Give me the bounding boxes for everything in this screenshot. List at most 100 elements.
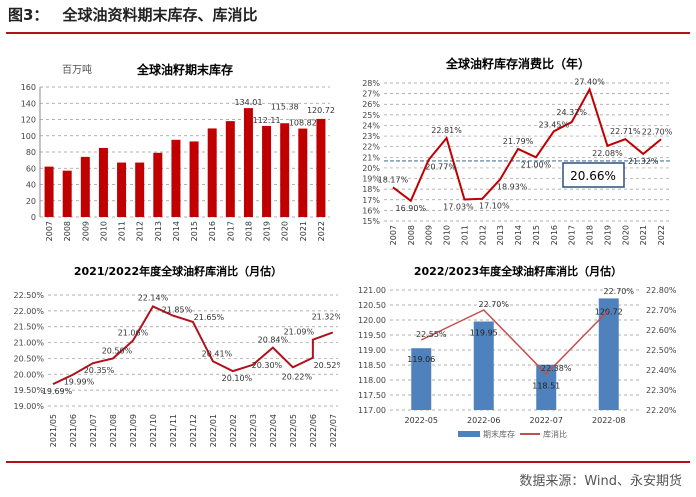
x-tick-label: 2022/04	[269, 414, 278, 447]
x-tick-label: 2018	[586, 225, 595, 245]
data-label: 22.71%	[610, 127, 641, 136]
x-tick-label: 2021/06	[69, 414, 78, 447]
x-tick-label: 2010	[99, 221, 108, 241]
series-line	[392, 86, 662, 203]
y-tick-label: 20.00%	[13, 370, 44, 379]
series-line	[420, 309, 610, 376]
chart-title: 2021/2022年度全球油籽库消比（月估）	[74, 264, 282, 278]
y2-tick-label: 22.70%	[646, 306, 677, 315]
bar	[298, 128, 308, 217]
reference-box	[562, 162, 625, 188]
data-label: 21.32%	[628, 157, 659, 166]
y-tick-label: 26%	[362, 100, 380, 109]
y-tick-label: 21%	[362, 153, 380, 162]
y2-tick-label: 22.20%	[646, 406, 677, 415]
data-label: 17.03%	[443, 202, 474, 211]
bar	[62, 170, 72, 217]
y-tick-label: 120.00	[358, 316, 386, 325]
chart-title: 2022/2023年度全球油籽库消比（月估）	[414, 264, 622, 278]
header-rule	[6, 32, 690, 34]
y-tick-label: 27%	[362, 90, 380, 99]
x-tick-label: 2012	[478, 225, 487, 245]
x-tick-label: 2020	[281, 221, 290, 241]
y-tick-label: 21.50%	[13, 323, 44, 332]
x-tick-label: 2022/06	[309, 414, 318, 447]
data-label: 20.22%	[282, 372, 313, 381]
reference-label: 20.66%	[570, 169, 616, 183]
x-tick-label: 2009	[425, 225, 434, 245]
bar	[225, 121, 235, 217]
y-tick-label: 19.50%	[13, 386, 44, 395]
data-label: 20.77%	[425, 163, 456, 172]
x-tick-label: 2016	[550, 225, 559, 245]
bar-data-label: 118.51	[532, 382, 560, 391]
y-tick-label: 23%	[362, 132, 380, 141]
data-label: 120.72	[307, 106, 335, 115]
y2-tick-label: 22.30%	[646, 386, 677, 395]
y-tick-label: 22.00%	[13, 307, 44, 316]
bar-data-label: 120.72	[595, 307, 623, 316]
bar	[153, 152, 163, 217]
chart-ratio-2223-monthly: 2022/2023年度全球油籽库消比（月估） 117.00 117.50 118.00…	[358, 264, 677, 439]
x-tick-label: 2011	[460, 225, 469, 245]
bar-data-label: 119.95	[470, 329, 498, 338]
x-tick-label: 2021/09	[129, 414, 138, 447]
y-tick-label: 20	[26, 197, 36, 206]
chart-title: 全球油籽库存消费比（年）	[445, 56, 590, 71]
x-tick-label: 2022-06	[467, 416, 500, 425]
data-label: 18.93%	[497, 182, 528, 191]
x-tick-label: 2021/12	[189, 414, 198, 447]
footer-rule	[6, 461, 690, 463]
x-tick-label: 2022	[657, 225, 666, 245]
bar	[473, 321, 494, 410]
bar	[135, 162, 145, 217]
chart-title: 全球油籽期末库存	[136, 62, 233, 77]
bar	[117, 162, 127, 217]
data-label: 115.38	[271, 102, 299, 111]
x-tick-label: 2022/01	[209, 414, 218, 447]
y-tick-label: 119.00	[358, 346, 386, 355]
data-label: 112.11	[253, 116, 281, 125]
y-tick-label: 160	[21, 83, 36, 92]
x-tick-label: 2022/07	[329, 414, 338, 447]
data-label: 18.17%	[378, 175, 409, 184]
data-label: 134.01	[234, 98, 262, 107]
data-label: 22.70%	[642, 127, 673, 136]
bar	[411, 348, 432, 410]
data-label: 21.00%	[521, 160, 552, 169]
series-line	[52, 305, 334, 386]
y-tick-label: 22%	[362, 143, 380, 152]
y-tick-label: 140	[21, 99, 36, 108]
x-tick-label: 2019	[603, 225, 612, 245]
figure-header: 图3： 全球油资料期末库存、库消比	[8, 4, 271, 25]
y-tick-label: 118.00	[358, 376, 386, 385]
y2-tick-label: 22.80%	[646, 286, 677, 295]
bar	[243, 108, 253, 217]
bar	[207, 128, 217, 217]
bar	[598, 298, 619, 410]
y-tick-label: 17%	[362, 196, 380, 205]
data-label: 24.32%	[556, 108, 587, 117]
bar	[80, 156, 90, 217]
x-tick-label: 2010	[443, 225, 452, 245]
data-label: 21.65%	[194, 313, 225, 322]
unit-label: 百万吨	[62, 63, 92, 76]
data-label: 21.79%	[503, 137, 534, 146]
bar	[98, 147, 108, 217]
y-tick-label: 25%	[362, 111, 380, 120]
legend-label: 期末库存	[483, 429, 515, 439]
x-tick-label: 2012	[136, 221, 145, 241]
y-tick-label: 60	[26, 164, 36, 173]
data-label: 19.99%	[64, 378, 95, 387]
y-tick-label: 121.00	[358, 286, 386, 295]
legend-swatch-bar	[458, 431, 480, 437]
y-tick-label: 20.50%	[13, 354, 44, 363]
x-tick-label: 2020	[621, 225, 630, 245]
chart-ratio-2122-monthly: 2021/2022年度全球油籽库消比（月估） 19.00% 19.50% 20.00%…	[13, 264, 340, 447]
x-tick-label: 2022-07	[530, 416, 563, 425]
y-tick-label: 20%	[362, 164, 380, 173]
x-tick-label: 2022/03	[249, 414, 258, 447]
y-tick-label: 117.50	[358, 391, 386, 400]
x-tick-label: 2015	[190, 221, 199, 241]
data-label: 21.09%	[284, 328, 315, 337]
